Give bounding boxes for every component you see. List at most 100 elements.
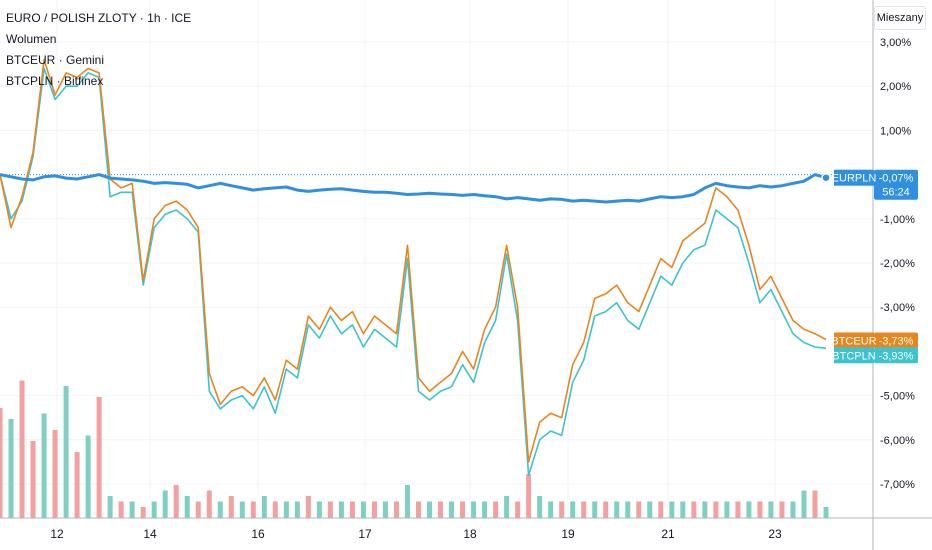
price-badges: EURPLN -0,07%56:24 BTCEUR -3,73% BTCPLN -3,93… <box>831 169 918 364</box>
symbol-title[interactable]: EURO / POLISH ZLOTY · 1h · ICE <box>6 11 192 25</box>
volume-bar <box>129 501 135 518</box>
y-tick-label: -7,00% <box>880 479 915 491</box>
volume-bar <box>537 496 543 518</box>
scale-mode-button[interactable]: Mieszany <box>874 6 926 30</box>
volume-bar <box>592 501 598 518</box>
volume-bar <box>779 501 785 518</box>
btcpln-badge-label: BTCPLN <box>832 350 875 362</box>
volume-bar <box>294 501 300 518</box>
volume-bar <box>757 501 763 518</box>
volume-bar <box>360 501 366 518</box>
volume-bar <box>63 386 69 518</box>
volume-bar <box>416 501 422 518</box>
volume-bar <box>371 501 377 518</box>
volume-bar <box>316 501 322 518</box>
volume-bar <box>393 501 399 518</box>
series-line-btcpln <box>0 67 827 477</box>
x-tick-label: 21 <box>661 527 675 541</box>
btceur-badge-label: BTCEUR <box>831 335 876 347</box>
volume-bar <box>0 408 3 518</box>
x-tick-label: 16 <box>251 527 265 541</box>
series-line-btceur <box>0 58 827 463</box>
volume-bar <box>581 501 587 518</box>
volume-bar <box>239 501 245 518</box>
volume-bar <box>118 501 124 518</box>
volume-bar <box>74 452 80 518</box>
volume-bar <box>603 501 609 518</box>
x-tick-label: 17 <box>358 527 372 541</box>
volume-bar <box>746 501 752 518</box>
volume-bar <box>272 501 278 518</box>
volume-bar <box>151 501 157 518</box>
y-tick-label: 2,00% <box>880 81 911 93</box>
volume-bar <box>283 501 289 518</box>
volume-bar <box>669 501 675 518</box>
volume-bar <box>614 501 620 518</box>
volume-bar <box>140 507 146 518</box>
y-tick-label: -6,00% <box>880 435 915 447</box>
volume-bar <box>636 501 642 518</box>
y-tick-label: -3,00% <box>880 302 915 314</box>
btcpln-badge: BTCPLN -3,93% <box>832 347 918 364</box>
volume-bar <box>404 485 410 518</box>
y-tick-label: 3,00% <box>880 37 911 49</box>
volume-bar <box>680 501 686 518</box>
compare-series-1[interactable]: BTCEUR · Gemini <box>6 53 105 67</box>
price-axis[interactable]: 3,00% 2,00% 1,00% -1,00% -2,00% -3,00% -5,00% -… <box>872 0 915 550</box>
volume-bars <box>0 380 829 518</box>
volume-bar <box>52 430 58 518</box>
volume-bar <box>625 501 631 518</box>
volume-bar <box>96 397 102 518</box>
btcpln-badge-label-bg <box>834 347 874 364</box>
volume-bar <box>162 490 168 518</box>
volume-bar <box>559 501 565 518</box>
volume-bar <box>107 496 113 518</box>
volume-bar <box>173 485 179 518</box>
compare-series-2[interactable]: BTCPLN · Bitfinex <box>6 74 104 88</box>
volume-bar <box>515 501 521 518</box>
y-tick-label: -2,00% <box>880 258 915 270</box>
volume-bar <box>327 501 333 518</box>
volume-label[interactable]: Wolumen <box>6 32 57 46</box>
volume-bar <box>713 501 719 518</box>
volume-bar <box>338 501 344 518</box>
y-tick-label: -1,00% <box>880 214 915 226</box>
x-tick-label: 19 <box>561 527 575 541</box>
volume-bar <box>8 419 14 518</box>
volume-bar <box>217 501 223 518</box>
volume-bar <box>41 413 47 518</box>
x-tick-label: 23 <box>768 527 782 541</box>
eurpln-badge-value: -0,07% <box>879 173 914 185</box>
volume-bar <box>493 501 499 518</box>
series-line-eurpln <box>0 173 827 204</box>
volume-bar <box>548 501 554 518</box>
series-lines <box>0 58 831 477</box>
volume-bar <box>85 435 91 518</box>
volume-bar <box>812 490 818 518</box>
btcpln-badge-value: -3,93% <box>879 350 914 362</box>
volume-bar <box>823 507 829 518</box>
y-tick-label: -5,00% <box>880 391 915 403</box>
volume-bar <box>228 496 234 518</box>
btceur-badge-label-bg <box>834 332 874 349</box>
volume-bar <box>504 496 510 518</box>
btceur-badge-value: -3,73% <box>879 335 914 347</box>
eurpln-badge-label-bg <box>834 169 874 186</box>
volume-bar <box>261 496 267 518</box>
volume-bar <box>30 441 36 518</box>
volume-bar <box>526 474 532 518</box>
volume-bar <box>647 501 653 518</box>
volume-bar <box>801 490 807 518</box>
volume-bar <box>735 501 741 518</box>
volume-bar <box>206 490 212 518</box>
eurpln-last-point <box>821 172 831 183</box>
eurpln-badge-value-bg <box>874 169 918 200</box>
volume-bar <box>195 501 201 518</box>
x-tick-label: 14 <box>143 527 157 541</box>
volume-bar <box>305 496 311 518</box>
time-axis[interactable]: 12 14 16 17 18 19 21 23 <box>0 517 932 541</box>
volume-bar <box>471 501 477 518</box>
volume-bar <box>460 501 466 518</box>
eurpln-badge: EURPLN -0,07% 56:24 <box>832 169 918 200</box>
